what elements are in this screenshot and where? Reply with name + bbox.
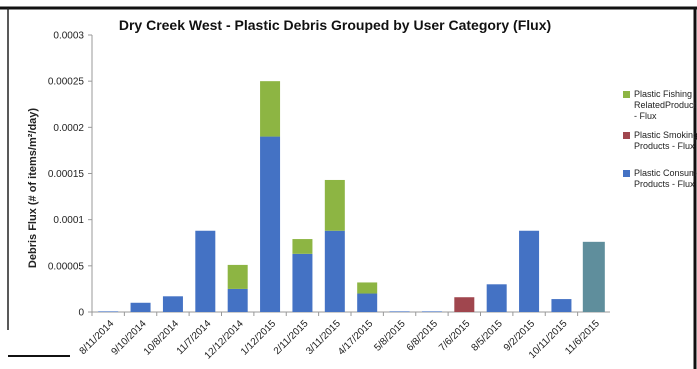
bar-segment	[519, 230, 540, 312]
bars	[98, 81, 605, 312]
bar-segment	[324, 179, 345, 231]
legend-label: Products - Flux	[634, 179, 695, 189]
legend-swatch	[623, 91, 630, 98]
legend-label: RelatedProduct	[634, 100, 697, 110]
legend-swatch	[623, 132, 630, 139]
y-tick-label: 0.0002	[53, 123, 84, 134]
y-axis-label: Debris Flux (# of items/m²/day)	[27, 108, 39, 268]
legend-label: Plastic Consume	[634, 168, 697, 178]
bar-segment	[324, 230, 345, 312]
bar-segment	[582, 241, 605, 312]
y-tick-label: 0.00005	[48, 261, 85, 272]
y-tick-label: 0.00015	[48, 169, 85, 180]
bar-segment	[454, 297, 475, 312]
bar-segment	[292, 253, 313, 312]
bar-segment	[227, 288, 248, 312]
x-tick-label: 7/6/2015	[437, 318, 473, 354]
bar-segment	[421, 311, 442, 312]
x-tick-label: 11/6/2015	[563, 318, 602, 357]
legend-swatch	[623, 170, 630, 177]
bar-segment	[357, 293, 378, 312]
bar-segment	[389, 311, 410, 312]
x-tick-label: 10/8/2014	[142, 318, 182, 358]
y-axis: 0 0.00005 0.0001 0.00015 0.0002 0.00025 0.0003	[48, 31, 93, 319]
bar-segment	[260, 81, 281, 137]
x-tick-label: 8/5/2015	[469, 318, 505, 354]
outer-border-lines	[0, 6, 697, 369]
legend-label: Products - Flux	[634, 141, 695, 151]
x-tick-label: 4/17/2015	[336, 318, 376, 358]
bar-segment	[195, 230, 216, 312]
bar-segment	[162, 296, 183, 312]
bar-segment	[260, 136, 281, 312]
bar-segment	[227, 264, 248, 289]
legend-label: Plastic Fishing	[634, 89, 692, 99]
bar-segment	[551, 299, 572, 312]
chart-title: Dry Creek West - Plastic Debris Grouped …	[119, 17, 551, 33]
bar-segment	[98, 311, 119, 312]
x-tick-label: 1/12/2015	[239, 318, 279, 358]
y-tick-label: 0.00025	[48, 77, 85, 88]
bar-segment	[357, 282, 378, 294]
x-tick-label: 6/8/2015	[405, 318, 441, 354]
x-tick-label: 5/8/2015	[372, 318, 408, 354]
bar-segment	[130, 302, 151, 312]
y-tick-label: 0.0003	[53, 31, 84, 42]
y-tick-label: 0	[78, 308, 84, 319]
legend-label: - Flux	[634, 111, 657, 121]
y-tick-label: 0.0001	[53, 215, 84, 226]
bar-segment	[292, 239, 313, 254]
bar-segment	[486, 284, 507, 312]
legend-label: Plastic Smoking	[634, 130, 697, 140]
x-axis: 8/11/20149/10/201410/8/201411/7/201412/1…	[78, 311, 610, 362]
